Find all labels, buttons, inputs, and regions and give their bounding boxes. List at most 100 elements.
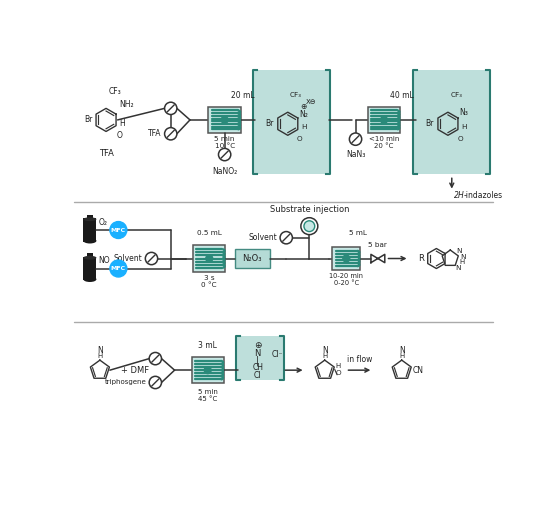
- Text: Br: Br: [85, 116, 93, 124]
- Text: CF₃: CF₃: [450, 92, 462, 98]
- Text: H: H: [399, 353, 404, 359]
- Circle shape: [204, 367, 211, 373]
- Circle shape: [149, 376, 162, 388]
- Circle shape: [301, 218, 318, 235]
- Text: N: N: [456, 248, 462, 254]
- Text: R: R: [418, 254, 424, 263]
- Text: H: H: [336, 363, 341, 368]
- Text: O: O: [457, 136, 463, 142]
- Circle shape: [149, 352, 162, 365]
- Bar: [192, 357, 224, 383]
- Circle shape: [145, 252, 158, 265]
- Bar: [83, 219, 96, 241]
- Text: N: N: [399, 346, 404, 355]
- Ellipse shape: [83, 277, 96, 282]
- Circle shape: [343, 255, 350, 262]
- Text: 5 bar: 5 bar: [368, 242, 387, 248]
- Bar: [83, 257, 96, 280]
- Text: ⊕: ⊕: [254, 341, 261, 350]
- Text: 2: 2: [454, 191, 459, 200]
- Text: H: H: [322, 353, 327, 359]
- Bar: [332, 247, 360, 270]
- Text: <10 min: <10 min: [369, 136, 399, 142]
- Text: O: O: [297, 136, 302, 142]
- Text: 0-20 °C: 0-20 °C: [334, 280, 359, 286]
- Bar: [208, 107, 241, 133]
- Text: CF₃: CF₃: [109, 87, 121, 96]
- Circle shape: [381, 117, 387, 123]
- Text: |: |: [256, 356, 259, 366]
- Text: 5 min: 5 min: [214, 136, 235, 142]
- Circle shape: [350, 133, 362, 146]
- Text: CF₃: CF₃: [290, 92, 302, 98]
- Text: -indazoles: -indazoles: [463, 191, 502, 200]
- Bar: [368, 107, 400, 133]
- Text: H: H: [461, 124, 466, 130]
- Text: TFA: TFA: [148, 130, 162, 138]
- Text: Solvent: Solvent: [248, 233, 277, 242]
- Text: triphosgene: triphosgene: [104, 380, 146, 385]
- Bar: [235, 249, 270, 268]
- Text: N: N: [460, 254, 466, 260]
- Circle shape: [218, 148, 231, 161]
- Text: N: N: [254, 349, 261, 358]
- Text: 20 mL: 20 mL: [231, 91, 254, 100]
- Ellipse shape: [83, 256, 96, 260]
- Text: CN: CN: [413, 366, 423, 375]
- Text: H: H: [459, 260, 465, 265]
- Circle shape: [110, 222, 127, 238]
- Circle shape: [165, 127, 177, 140]
- Text: O: O: [117, 131, 122, 140]
- Text: 3 mL: 3 mL: [198, 341, 217, 350]
- Text: CH: CH: [252, 363, 263, 372]
- Text: N: N: [322, 346, 327, 355]
- Text: Cl⁻: Cl⁻: [271, 350, 283, 359]
- Text: O₂: O₂: [99, 218, 107, 227]
- Ellipse shape: [83, 238, 96, 243]
- Text: 10-20 min: 10-20 min: [329, 273, 363, 279]
- Text: N₂O₃: N₂O₃: [243, 254, 262, 263]
- Text: 45 °C: 45 °C: [198, 396, 217, 401]
- Text: Substrate injection: Substrate injection: [270, 206, 349, 214]
- Text: NaN₃: NaN₃: [346, 150, 365, 159]
- Text: 0 °C: 0 °C: [202, 282, 217, 287]
- Text: O: O: [336, 370, 341, 376]
- Bar: [193, 246, 225, 271]
- Text: N₂: N₂: [299, 110, 308, 119]
- Text: MFC: MFC: [111, 266, 126, 271]
- Text: N: N: [97, 346, 103, 355]
- Bar: [86, 253, 93, 257]
- Text: N₃: N₃: [459, 108, 468, 117]
- Text: NO: NO: [99, 256, 110, 265]
- Text: 3 s: 3 s: [204, 275, 214, 281]
- Bar: [413, 70, 490, 174]
- Text: in flow: in flow: [347, 355, 372, 364]
- Circle shape: [110, 260, 127, 277]
- Text: Cl: Cl: [254, 371, 261, 380]
- Text: 5 mL: 5 mL: [350, 230, 367, 236]
- Circle shape: [206, 255, 213, 262]
- Text: Solvent: Solvent: [114, 254, 142, 263]
- Text: ⊕: ⊕: [300, 103, 306, 111]
- Circle shape: [280, 232, 293, 244]
- Text: 0.5 mL: 0.5 mL: [197, 230, 222, 236]
- Text: N: N: [455, 265, 460, 271]
- Text: NH₂: NH₂: [119, 100, 134, 109]
- Text: H: H: [119, 119, 125, 128]
- Circle shape: [165, 102, 177, 114]
- Bar: [236, 336, 284, 380]
- Ellipse shape: [83, 218, 96, 221]
- Text: 10 °C: 10 °C: [214, 143, 235, 149]
- Text: H: H: [301, 124, 306, 130]
- Bar: [86, 214, 93, 219]
- Circle shape: [221, 117, 228, 123]
- Text: H: H: [458, 191, 464, 200]
- Text: 40 mL: 40 mL: [390, 91, 414, 100]
- Bar: [253, 70, 330, 174]
- Text: X⊖: X⊖: [305, 99, 316, 105]
- Circle shape: [304, 221, 315, 232]
- Text: 5 min: 5 min: [198, 388, 218, 395]
- Text: Br: Br: [425, 119, 433, 128]
- Text: 20 °C: 20 °C: [375, 143, 394, 149]
- Text: MFC: MFC: [111, 227, 126, 233]
